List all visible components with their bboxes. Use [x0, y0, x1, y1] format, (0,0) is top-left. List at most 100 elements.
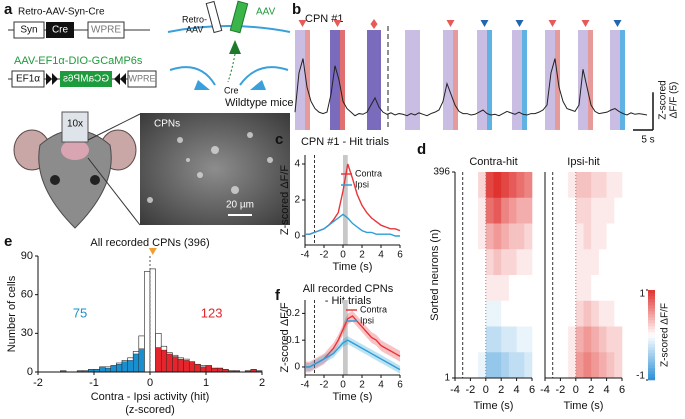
x-tick-label: 4: [604, 384, 610, 396]
heatmap-cell: [598, 352, 607, 379]
box: [87, 21, 125, 39]
scale-label: 5 s: [641, 135, 654, 146]
x-tick-label: 4: [378, 250, 384, 261]
bar-significant: [200, 366, 207, 373]
heatmap-cell: [545, 172, 553, 199]
heatmap-cell: [598, 326, 607, 353]
y-tick-label: 4: [294, 159, 300, 170]
stimulus-marker: [446, 20, 455, 27]
heatmap-cell: [508, 275, 517, 302]
heatmap-cell: [501, 172, 510, 199]
heatmap-cell: [470, 249, 479, 276]
heatmap-cell: [591, 352, 600, 379]
x-tick-label: -1: [89, 377, 99, 389]
heatmap-cell: [493, 223, 502, 250]
heatmap-cell: [568, 352, 577, 379]
construct-name: AAV-EF1α-DIO-GCaMP6s: [14, 55, 143, 67]
stimulus-stripe: [620, 30, 625, 130]
heatmap-cell: [568, 249, 577, 276]
heatmap-cell: [614, 172, 623, 199]
heatmap-cell: [470, 352, 479, 379]
panel-label: a: [4, 1, 13, 18]
stimulus-stripe: [340, 30, 345, 130]
x-axis-label: Time (s): [474, 400, 514, 412]
heatmap-cell: [455, 275, 463, 302]
heatmap-cell: [575, 197, 584, 224]
heatmap-cell: [478, 197, 487, 224]
heatmap-cell: [508, 300, 517, 327]
y-tick-label: 0.2: [286, 308, 300, 319]
chart-title: CPN #1: [305, 13, 344, 25]
heatmap-cell: [516, 352, 525, 379]
y-tick-label: 1: [444, 373, 450, 384]
mean-marker: [148, 248, 157, 255]
bar-significant: [138, 348, 145, 373]
heatmap-cell: [575, 300, 584, 327]
bar-significant: [110, 365, 117, 373]
heatmap-cell: [583, 249, 592, 276]
heatmap-cell: [552, 197, 561, 224]
heatmap-cell: [485, 352, 494, 379]
y-axis-label: Z-scored ΔF/F: [279, 165, 291, 236]
y-tick-label: 0: [27, 366, 33, 378]
x-tick-label: 6: [397, 380, 403, 391]
heatmap-cell: [470, 223, 479, 250]
heatmap-cell: [501, 326, 510, 353]
colorbar-step: [648, 374, 655, 378]
x-axis-label: Time (s): [564, 400, 604, 412]
count-label: 123: [201, 305, 223, 320]
panel-label: e: [4, 233, 12, 250]
stimulus-stripe: [522, 30, 527, 130]
cortex: [169, 66, 289, 86]
legend-label: Contra: [355, 168, 382, 178]
heatmap-cell: [501, 249, 510, 276]
heatmap-cell: [568, 223, 577, 250]
colorbar-step: [648, 293, 655, 297]
colorbar-step: [648, 344, 655, 348]
bar-significant: [194, 364, 201, 373]
part: WPRE: [129, 73, 156, 83]
heatmap-cell: [455, 197, 463, 224]
legend-label: Ipsi: [360, 315, 374, 325]
heatmap-cell: [455, 352, 463, 379]
scale-label: ΔF/F (5): [669, 82, 680, 119]
heatmap-cell: [508, 172, 517, 199]
panel-label: f: [275, 287, 281, 304]
stimulus-stripe: [487, 30, 492, 130]
x-tick-label: 2: [588, 384, 594, 396]
lox-site: [114, 73, 126, 85]
heatmap-cell: [591, 223, 600, 250]
x-tick-label: -2: [556, 384, 566, 396]
chart-title: CPN #1 - Hit trials: [301, 136, 390, 148]
heatmap-cell: [614, 275, 623, 302]
heatmap-cell: [516, 326, 525, 353]
heatmap-cell: [568, 172, 577, 199]
heatmap-cell: [485, 197, 494, 224]
axon: [227, 53, 236, 83]
heatmap-cell: [560, 300, 569, 327]
chart-title: All recorded CPNs (396): [90, 237, 209, 249]
heatmap-cell: [606, 275, 615, 302]
heatmap-cell: [614, 223, 623, 250]
heatmap-cell: [552, 300, 561, 327]
heatmap-cell: [455, 300, 463, 327]
heatmap-cell: [485, 223, 494, 250]
heatmap-cell: [485, 300, 494, 327]
heatmap-cell: [493, 352, 502, 379]
heatmap-cell: [614, 352, 623, 379]
panel-label: c: [275, 131, 283, 148]
y-axis-label: Sorted neurons (n): [429, 229, 441, 321]
heatmap-cell: [508, 197, 517, 224]
heatmap-cell: [508, 352, 517, 379]
x-tick-label: -2: [33, 377, 43, 389]
image-label: CPNs: [154, 119, 180, 130]
x-tick-label: 1: [203, 377, 209, 389]
y-tick-label: 396: [433, 167, 450, 178]
colorbar-step: [648, 314, 655, 318]
heatmap-cell: [560, 172, 569, 199]
colorbar-step: [648, 290, 655, 294]
heatmap-cell: [478, 249, 487, 276]
stimulus-marker: [298, 20, 307, 27]
x-tick-label: -4: [301, 380, 310, 391]
x-tick-label: 0: [340, 380, 346, 391]
